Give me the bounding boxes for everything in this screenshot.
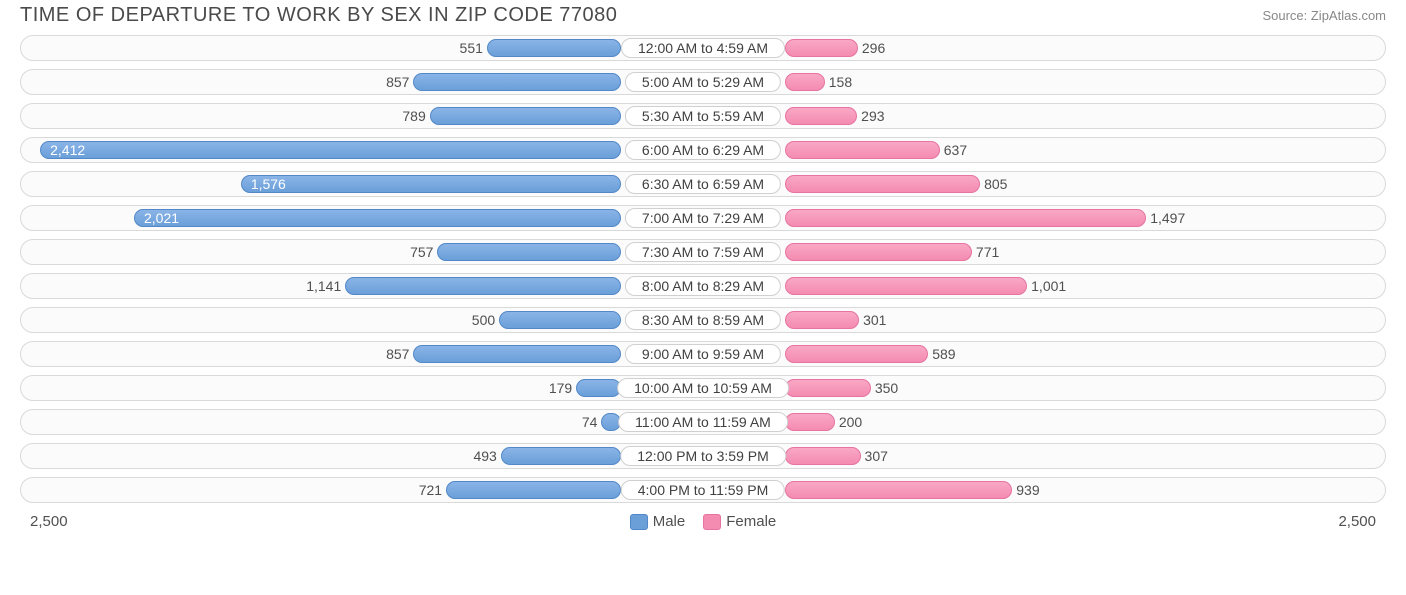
female-value: 350 [869,376,898,400]
chart-row: 789 293 5:30 AM to 5:59 AM [20,103,1386,129]
time-range-label: 7:30 AM to 7:59 AM [625,242,781,262]
axis-max-left: 2,500 [30,513,68,530]
male-value: 1,141 [306,274,347,298]
chart-row: 500 301 8:30 AM to 8:59 AM [20,307,1386,333]
time-range-label: 6:30 AM to 6:59 AM [625,174,781,194]
male-value: 757 [410,240,439,264]
time-range-label: 11:00 AM to 11:59 AM [618,412,788,432]
female-swatch-icon [703,514,721,530]
male-value: 551 [460,36,489,60]
female-bar [785,481,1012,499]
female-bar [785,107,857,125]
chart-row: 493 307 12:00 PM to 3:59 PM [20,443,1386,469]
male-bar [446,481,621,499]
male-bar [413,345,621,363]
female-bar [785,413,835,431]
time-range-label: 12:00 PM to 3:59 PM [620,446,786,466]
chart-row: 1,576 805 6:30 AM to 6:59 AM [20,171,1386,197]
female-value: 1,001 [1025,274,1066,298]
female-bar [785,39,858,57]
female-bar [785,141,940,159]
male-bar [345,277,621,295]
female-value: 296 [856,36,885,60]
male-bar [499,311,621,329]
female-bar [785,345,928,363]
female-value: 939 [1010,478,1039,502]
female-bar [785,311,859,329]
male-value: 789 [402,104,431,128]
male-value: 493 [473,444,502,468]
chart-row: 721 939 4:00 PM to 11:59 PM [20,477,1386,503]
female-value: 301 [857,308,886,332]
female-bar [785,243,972,261]
male-value: 1,576 [243,172,621,196]
male-value: 857 [386,70,415,94]
male-swatch-icon [630,514,648,530]
time-range-label: 4:00 PM to 11:59 PM [621,480,785,500]
male-value: 179 [549,376,578,400]
time-range-label: 12:00 AM to 4:59 AM [621,38,785,58]
male-bar [487,39,621,57]
chart-row: 857 158 5:00 AM to 5:29 AM [20,69,1386,95]
chart-row: 551 296 12:00 AM to 4:59 AM [20,35,1386,61]
female-value: 771 [970,240,999,264]
female-bar [785,379,871,397]
male-value: 721 [419,478,448,502]
legend-item-female: Female [703,513,776,530]
legend-female-label: Female [726,513,776,530]
female-value: 637 [938,138,967,162]
male-value: 857 [386,342,415,366]
chart-row: 757 771 7:30 AM to 7:59 AM [20,239,1386,265]
female-value: 158 [823,70,852,94]
chart-row: 2,412 637 6:00 AM to 6:29 AM [20,137,1386,163]
time-range-label: 5:00 AM to 5:29 AM [625,72,781,92]
legend: Male Female [630,513,777,530]
chart-row: 1,141 1,001 8:00 AM to 8:29 AM [20,273,1386,299]
male-bar [437,243,621,261]
time-range-label: 5:30 AM to 5:59 AM [625,106,781,126]
time-range-label: 8:00 AM to 8:29 AM [625,276,781,296]
legend-item-male: Male [630,513,686,530]
female-value: 805 [978,172,1007,196]
male-bar [413,73,621,91]
axis-max-right: 2,500 [1338,513,1376,530]
legend-male-label: Male [653,513,686,530]
female-bar [785,73,825,91]
female-bar [785,175,980,193]
time-range-label: 8:30 AM to 8:59 AM [625,310,781,330]
chart-row: 74 200 11:00 AM to 11:59 AM [20,409,1386,435]
male-bar [430,107,621,125]
male-value: 500 [472,308,501,332]
chart-title: TIME OF DEPARTURE TO WORK BY SEX IN ZIP … [20,4,617,27]
male-bar [576,379,621,397]
male-value: 2,021 [136,206,621,230]
male-value: 2,412 [42,138,621,162]
chart-row: 857 589 9:00 AM to 9:59 AM [20,341,1386,367]
time-range-label: 7:00 AM to 7:29 AM [625,208,781,228]
female-bar [785,277,1027,295]
time-range-label: 10:00 AM to 10:59 AM [617,378,789,398]
female-value: 589 [926,342,955,366]
female-value: 1,497 [1144,206,1185,230]
female-value: 293 [855,104,884,128]
male-bar [501,447,621,465]
female-value: 307 [859,444,888,468]
female-bar [785,209,1146,227]
header: TIME OF DEPARTURE TO WORK BY SEX IN ZIP … [0,0,1406,35]
diverging-bar-chart: 551 296 12:00 AM to 4:59 AM 857 158 5:00 AM t… [0,35,1406,503]
female-bar [785,447,861,465]
time-range-label: 6:00 AM to 6:29 AM [625,140,781,160]
source-attribution: Source: ZipAtlas.com [1262,8,1386,23]
chart-footer: 2,500 Male Female 2,500 [0,511,1406,540]
male-value: 74 [582,410,604,434]
chart-row: 179 350 10:00 AM to 10:59 AM [20,375,1386,401]
female-value: 200 [833,410,862,434]
chart-row: 2,021 1,497 7:00 AM to 7:29 AM [20,205,1386,231]
time-range-label: 9:00 AM to 9:59 AM [625,344,781,364]
